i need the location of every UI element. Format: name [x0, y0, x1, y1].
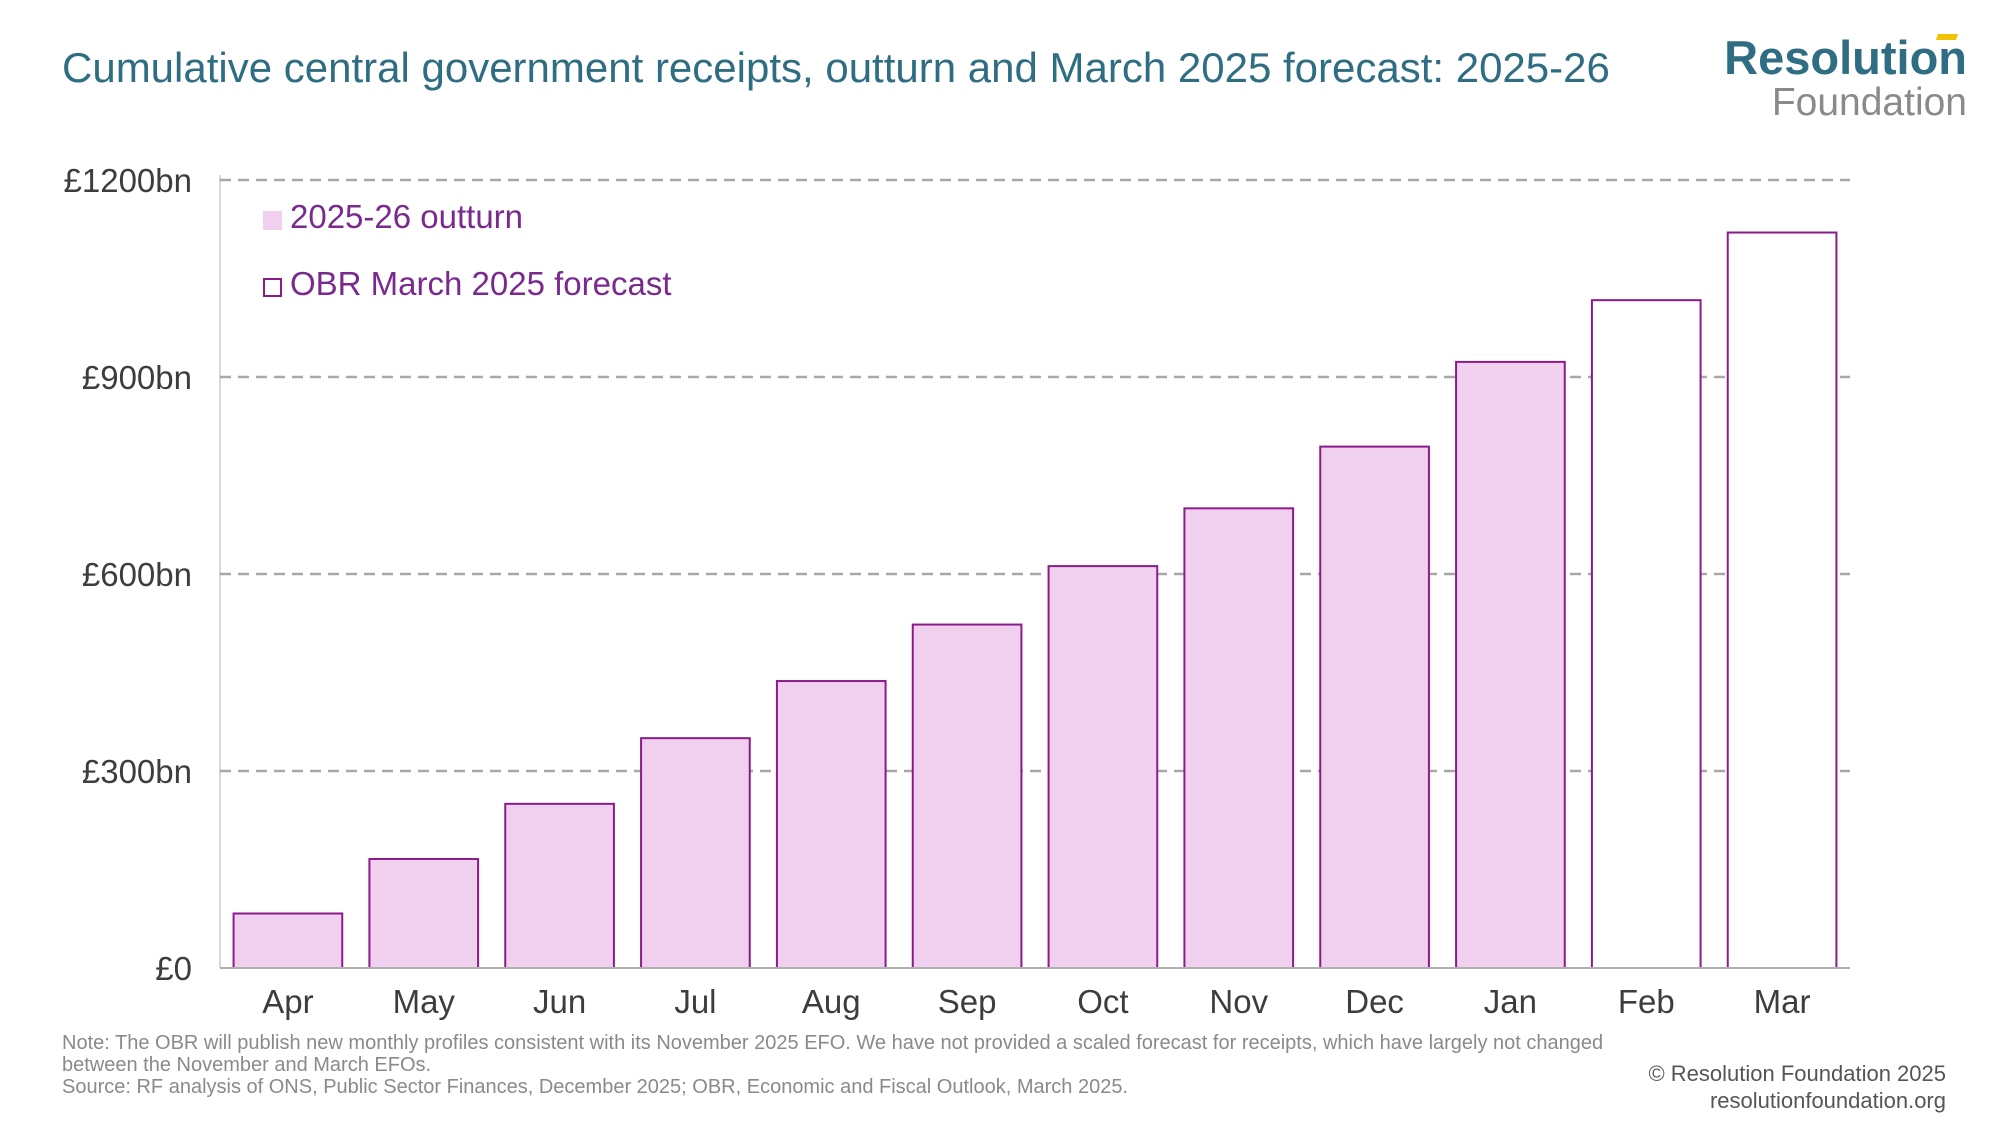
- legend-swatch-forecast: [263, 278, 282, 297]
- x-tick-label: Sep: [938, 983, 997, 1020]
- footer-notes: Note: The OBR will publish new monthly p…: [62, 1032, 1632, 1098]
- outturn-bar: [1455, 360, 1566, 969]
- website-link[interactable]: resolutionfoundation.org: [1709, 1088, 1946, 1113]
- logo-word-foundation: Foundation: [1771, 81, 1967, 124]
- footer-credits: © Resolution Foundation 2025 resolutionf…: [1648, 1060, 1946, 1114]
- outturn-bar: [1047, 565, 1159, 969]
- outturn-bar: [775, 680, 887, 970]
- y-tick-label: £300bn: [82, 753, 192, 790]
- forecast-bar: [1590, 299, 1702, 970]
- chart-title: Cumulative central government receipts, …: [62, 44, 1610, 91]
- x-tick-label: Oct: [1077, 983, 1128, 1020]
- x-tick-label: Nov: [1209, 983, 1268, 1020]
- chart-note: Note: The OBR will publish new monthly p…: [62, 1032, 1604, 1076]
- x-tick-label: Dec: [1345, 983, 1404, 1020]
- y-tick-label: £600bn: [82, 556, 192, 593]
- legend-label-forecast: OBR March 2025 forecast: [290, 265, 672, 302]
- x-tick-label: Jun: [533, 983, 586, 1020]
- x-tick-label: Jan: [1484, 983, 1537, 1020]
- x-tick-label: Feb: [1618, 983, 1675, 1020]
- resolution-foundation-logo: Resolution Foundation: [1724, 34, 1967, 122]
- x-tick-label: May: [393, 983, 456, 1020]
- forecast-bar: [1726, 231, 1838, 970]
- x-tick-label: Aug: [802, 983, 861, 1020]
- y-tick-label: £1200bn: [64, 162, 192, 199]
- copyright-text: © Resolution Foundation 2025: [1648, 1061, 1946, 1086]
- outturn-bar: [504, 802, 615, 969]
- y-tick-label: £0: [155, 950, 192, 987]
- outturn-bar: [911, 623, 1023, 970]
- x-tick-label: Mar: [1754, 983, 1811, 1020]
- logo-word-resolution: Resolution: [1724, 31, 1967, 84]
- outturn-bar: [640, 737, 751, 970]
- outturn-bar: [1183, 507, 1295, 969]
- legend-swatch-outturn: [263, 211, 282, 230]
- chart-source: Source: RF analysis of ONS, Public Secto…: [62, 1076, 1129, 1098]
- outturn-bar: [368, 857, 480, 970]
- x-tick-label: Jul: [674, 983, 716, 1020]
- x-tick-label: Apr: [262, 983, 313, 1020]
- outturn-bar: [232, 912, 344, 969]
- legend-label-outturn: 2025-26 outturn: [290, 198, 523, 235]
- y-tick-label: £900bn: [82, 359, 192, 396]
- outturn-bar: [1319, 445, 1430, 969]
